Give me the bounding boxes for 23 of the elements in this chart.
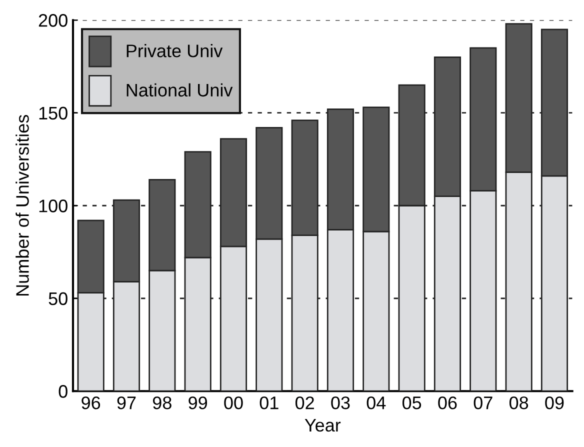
- x-tick-label: 05: [402, 396, 422, 410]
- x-tick-label: 01: [260, 396, 278, 410]
- y-tick-label: 150: [39, 106, 68, 120]
- x-tick-label: 02: [295, 396, 314, 410]
- y-tick-label: 50: [48, 292, 68, 306]
- legend-label: National Univ: [126, 83, 233, 97]
- x-tick-label: 07: [474, 396, 492, 410]
- y-tick-label: 100: [39, 200, 68, 212]
- x-tick-label: 04: [366, 396, 386, 410]
- legend-label: Private Univ: [126, 44, 223, 58]
- x-tick-label: 99: [188, 396, 208, 410]
- x-tick-label: 97: [117, 396, 136, 410]
- x-tick-label: 06: [438, 396, 457, 410]
- x-axis-title: Year: [304, 419, 341, 432]
- x-tick-label: 03: [331, 396, 350, 410]
- x-tick-label: 08: [509, 396, 528, 410]
- y-tick-label: 0: [58, 385, 68, 398]
- x-tick-label: 98: [152, 396, 172, 410]
- y-tick-label: 200: [38, 14, 68, 27]
- x-tick-label: 96: [82, 396, 100, 410]
- y-axis-title: Number of Universities: [16, 114, 29, 296]
- x-tick-label: 09: [545, 396, 564, 410]
- x-tick-label: 00: [224, 396, 243, 410]
